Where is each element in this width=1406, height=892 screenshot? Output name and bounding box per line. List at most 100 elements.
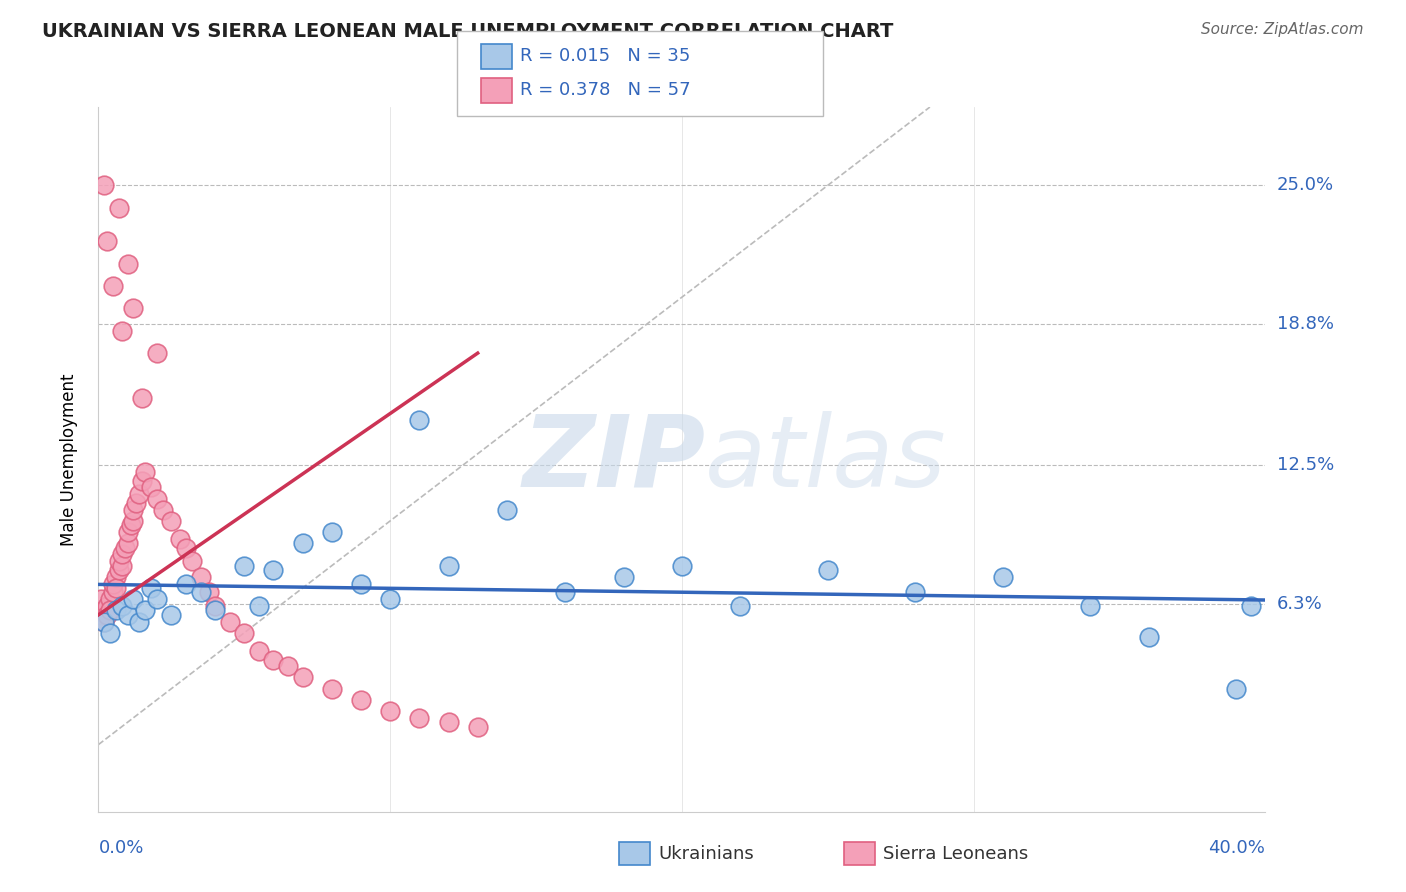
Point (146, 592, 169, 607)
Point (152, 502, 174, 516)
Text: 18.8%: 18.8% (1277, 315, 1333, 333)
Point (671, 558, 693, 573)
Point (612, 570, 634, 584)
Point (437, 715, 460, 730)
Point (204, 599, 226, 613)
Point (247, 643, 270, 657)
Point (117, 607, 139, 622)
Point (817, 563, 839, 577)
Point (114, 541, 136, 555)
Point (233, 625, 256, 640)
Point (98, 625, 121, 640)
Text: Ukrainians: Ukrainians (658, 845, 754, 863)
Point (190, 570, 212, 584)
Point (104, 570, 127, 584)
Text: Sierra Leoneans: Sierra Leoneans (883, 845, 1028, 863)
Point (160, 607, 183, 622)
Point (117, 257, 139, 271)
Text: 6.3%: 6.3% (1277, 595, 1322, 613)
Point (90, 607, 112, 622)
Point (146, 491, 169, 506)
Point (262, 652, 284, 666)
Point (134, 603, 156, 617)
Point (128, 615, 150, 629)
Point (204, 603, 226, 617)
Point (146, 346, 169, 360)
Point (321, 681, 343, 696)
Point (139, 581, 162, 595)
Point (174, 541, 197, 555)
Point (350, 693, 373, 707)
Point (101, 576, 124, 591)
Point (111, 548, 134, 562)
Point (98, 603, 121, 617)
Text: 40.0%: 40.0% (1209, 838, 1265, 856)
Point (96, 599, 118, 613)
Point (131, 474, 153, 488)
Point (125, 496, 148, 510)
Point (139, 480, 162, 494)
Point (93, 615, 115, 629)
Point (104, 581, 127, 595)
Text: R = 0.015   N = 35: R = 0.015 N = 35 (520, 47, 690, 65)
Point (111, 599, 134, 613)
Point (467, 720, 489, 734)
Point (122, 301, 145, 316)
Text: 25.0%: 25.0% (1277, 177, 1334, 194)
Point (1240, 599, 1263, 613)
Point (104, 603, 127, 617)
Point (174, 576, 197, 591)
Point (350, 576, 373, 591)
Point (554, 585, 576, 599)
Y-axis label: Male Unemployment: Male Unemployment (59, 373, 77, 546)
Point (730, 599, 752, 613)
Point (131, 391, 153, 405)
Point (198, 585, 221, 599)
Point (277, 659, 299, 673)
Point (233, 558, 256, 573)
Point (218, 615, 240, 629)
Point (1137, 630, 1160, 644)
Point (108, 563, 131, 577)
Point (98, 592, 121, 607)
Point (380, 592, 402, 607)
Text: UKRAINIAN VS SIERRA LEONEAN MALE UNEMPLOYMENT CORRELATION CHART: UKRAINIAN VS SIERRA LEONEAN MALE UNEMPLO… (42, 22, 894, 41)
Point (122, 514, 145, 528)
Point (380, 704, 402, 718)
Point (408, 711, 430, 725)
Point (437, 558, 460, 573)
Point (117, 536, 139, 550)
Point (108, 201, 131, 215)
Point (111, 324, 134, 338)
Text: R = 0.378   N = 57: R = 0.378 N = 57 (520, 81, 690, 99)
Point (1225, 681, 1247, 696)
Point (93, 615, 115, 629)
Point (160, 514, 183, 528)
Text: ZIP: ZIP (522, 411, 706, 508)
Text: 0.0%: 0.0% (98, 838, 143, 856)
Point (496, 502, 519, 516)
Point (122, 592, 145, 607)
Point (291, 536, 314, 550)
Point (108, 554, 131, 568)
Point (128, 487, 150, 501)
Point (991, 570, 1014, 584)
Point (262, 563, 284, 577)
Point (321, 525, 343, 540)
Point (101, 585, 124, 599)
Point (101, 279, 124, 293)
Point (291, 671, 314, 685)
Point (408, 413, 430, 427)
Text: Source: ZipAtlas.com: Source: ZipAtlas.com (1201, 22, 1364, 37)
Point (247, 599, 270, 613)
Point (169, 532, 191, 546)
Point (120, 518, 142, 533)
Point (93, 603, 115, 617)
Point (96, 607, 118, 622)
Point (904, 585, 927, 599)
Point (90, 592, 112, 607)
Point (111, 558, 134, 573)
Point (180, 554, 202, 568)
Point (190, 585, 212, 599)
Point (93, 178, 115, 193)
